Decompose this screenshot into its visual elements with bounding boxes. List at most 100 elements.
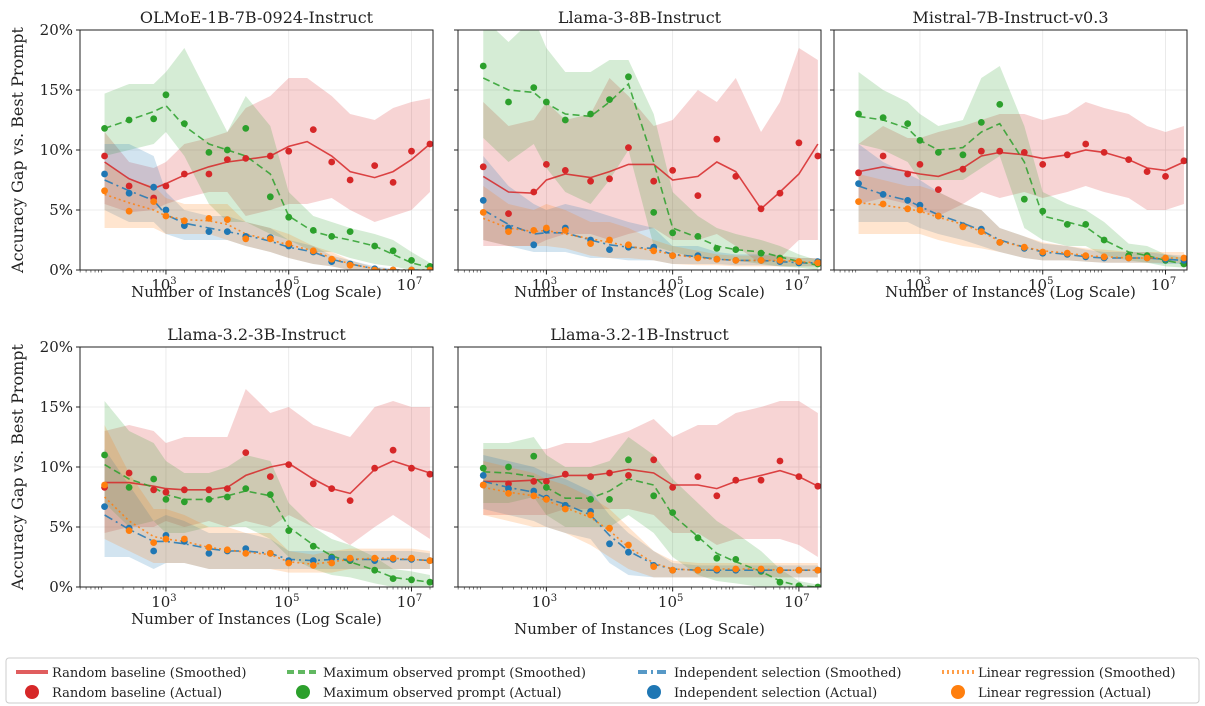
legend-label: Random baseline (Smoothed)	[52, 666, 246, 681]
random-point	[669, 167, 677, 174]
max-point	[328, 233, 336, 240]
max-point	[1020, 195, 1028, 203]
linreg-point	[426, 557, 433, 564]
linreg-point	[125, 527, 133, 534]
random-point	[408, 464, 415, 472]
indep-point	[916, 201, 924, 209]
random-point	[285, 461, 293, 468]
linreg-point	[162, 212, 170, 220]
random-point	[795, 139, 803, 147]
indep-point	[505, 485, 512, 492]
max-point	[150, 475, 158, 483]
random-point	[1180, 157, 1187, 165]
x-axis-label: Number of Instances (Log Scale)	[885, 283, 1136, 301]
linreg-point	[542, 224, 550, 232]
y-tick-label: 0%	[49, 578, 73, 596]
indep-point	[625, 548, 632, 556]
linreg-point	[346, 554, 354, 562]
random-point	[389, 179, 397, 186]
linreg-point	[1100, 253, 1108, 261]
max-point	[389, 247, 397, 255]
linreg-point	[408, 266, 415, 270]
linreg-point	[542, 496, 550, 503]
linreg-point	[669, 252, 677, 259]
indep-band	[483, 156, 818, 267]
random-point	[650, 456, 658, 464]
linreg-point	[242, 550, 250, 557]
linreg-point	[328, 559, 336, 567]
max-smoothed-line	[104, 104, 431, 269]
max-point	[606, 96, 613, 103]
indep-point	[328, 554, 336, 562]
chart-panel-1: OLMoE-1B-7B-0924-Instruct 0% 5% 10% 15% 20% 10…	[8, 8, 434, 301]
linreg-point	[694, 254, 702, 262]
random-point	[346, 497, 354, 504]
indep-point	[530, 487, 538, 495]
max-point	[1063, 221, 1071, 228]
max-point	[125, 116, 133, 124]
linreg-point	[479, 481, 487, 489]
random-point	[266, 152, 274, 160]
random-point	[530, 188, 538, 196]
indep-point	[855, 180, 862, 188]
linreg-point	[916, 206, 924, 214]
random-point	[479, 163, 487, 171]
random-point	[713, 135, 721, 143]
linreg-point	[795, 258, 803, 265]
linreg-point	[505, 490, 512, 497]
random-point	[309, 126, 317, 133]
y-tick-label: 0%	[49, 261, 73, 279]
panel-title: Llama-3.2-1B-Instruct	[550, 325, 729, 344]
legend-label: Random baseline (Actual)	[52, 686, 222, 701]
random-point	[426, 140, 433, 148]
random-point	[561, 470, 569, 478]
max-point	[285, 213, 293, 221]
max-point	[669, 509, 677, 516]
legend-marker-random-dot	[25, 685, 39, 699]
linreg-point	[389, 554, 397, 562]
random-point	[328, 158, 336, 166]
random-point	[757, 476, 765, 484]
random-point	[150, 486, 158, 494]
max-point	[977, 119, 985, 126]
max-point	[150, 115, 158, 123]
plot-area	[855, 66, 1187, 268]
max-point	[309, 227, 317, 234]
y-tick-label: 10%	[40, 458, 73, 476]
random-point	[328, 485, 336, 492]
legend-label: Maximum observed prompt (Actual)	[323, 686, 562, 701]
max-point	[879, 114, 887, 121]
random-point	[162, 182, 170, 190]
legend-label: Independent selection (Smoothed)	[674, 666, 902, 681]
random-point	[505, 210, 512, 218]
random-point	[732, 173, 740, 180]
max-point	[223, 493, 231, 501]
linreg-point	[713, 565, 721, 573]
max-point	[855, 110, 862, 118]
max-point	[625, 73, 632, 81]
random-point	[371, 162, 379, 170]
random-point	[1082, 140, 1090, 148]
x-tick-label: 105	[1028, 276, 1053, 294]
linreg-point	[162, 535, 170, 543]
indep-point	[205, 550, 213, 557]
indep-point	[101, 170, 108, 178]
max-point	[389, 575, 397, 582]
linreg-point	[285, 559, 293, 567]
max-band	[104, 48, 430, 270]
max-point	[561, 116, 569, 124]
x-tick-label: 107	[397, 593, 422, 611]
random-smoothed-line	[483, 468, 819, 490]
linreg-band	[858, 174, 1184, 263]
random-point	[650, 177, 658, 185]
max-point	[934, 149, 942, 156]
random-point	[530, 478, 538, 485]
max-point	[959, 151, 967, 159]
legend-label: Independent selection (Actual)	[674, 686, 877, 701]
linreg-point	[959, 223, 967, 231]
random-point	[814, 152, 821, 160]
x-tick-label: 103	[151, 276, 176, 294]
random-point	[162, 488, 170, 496]
linreg-point	[101, 187, 108, 195]
